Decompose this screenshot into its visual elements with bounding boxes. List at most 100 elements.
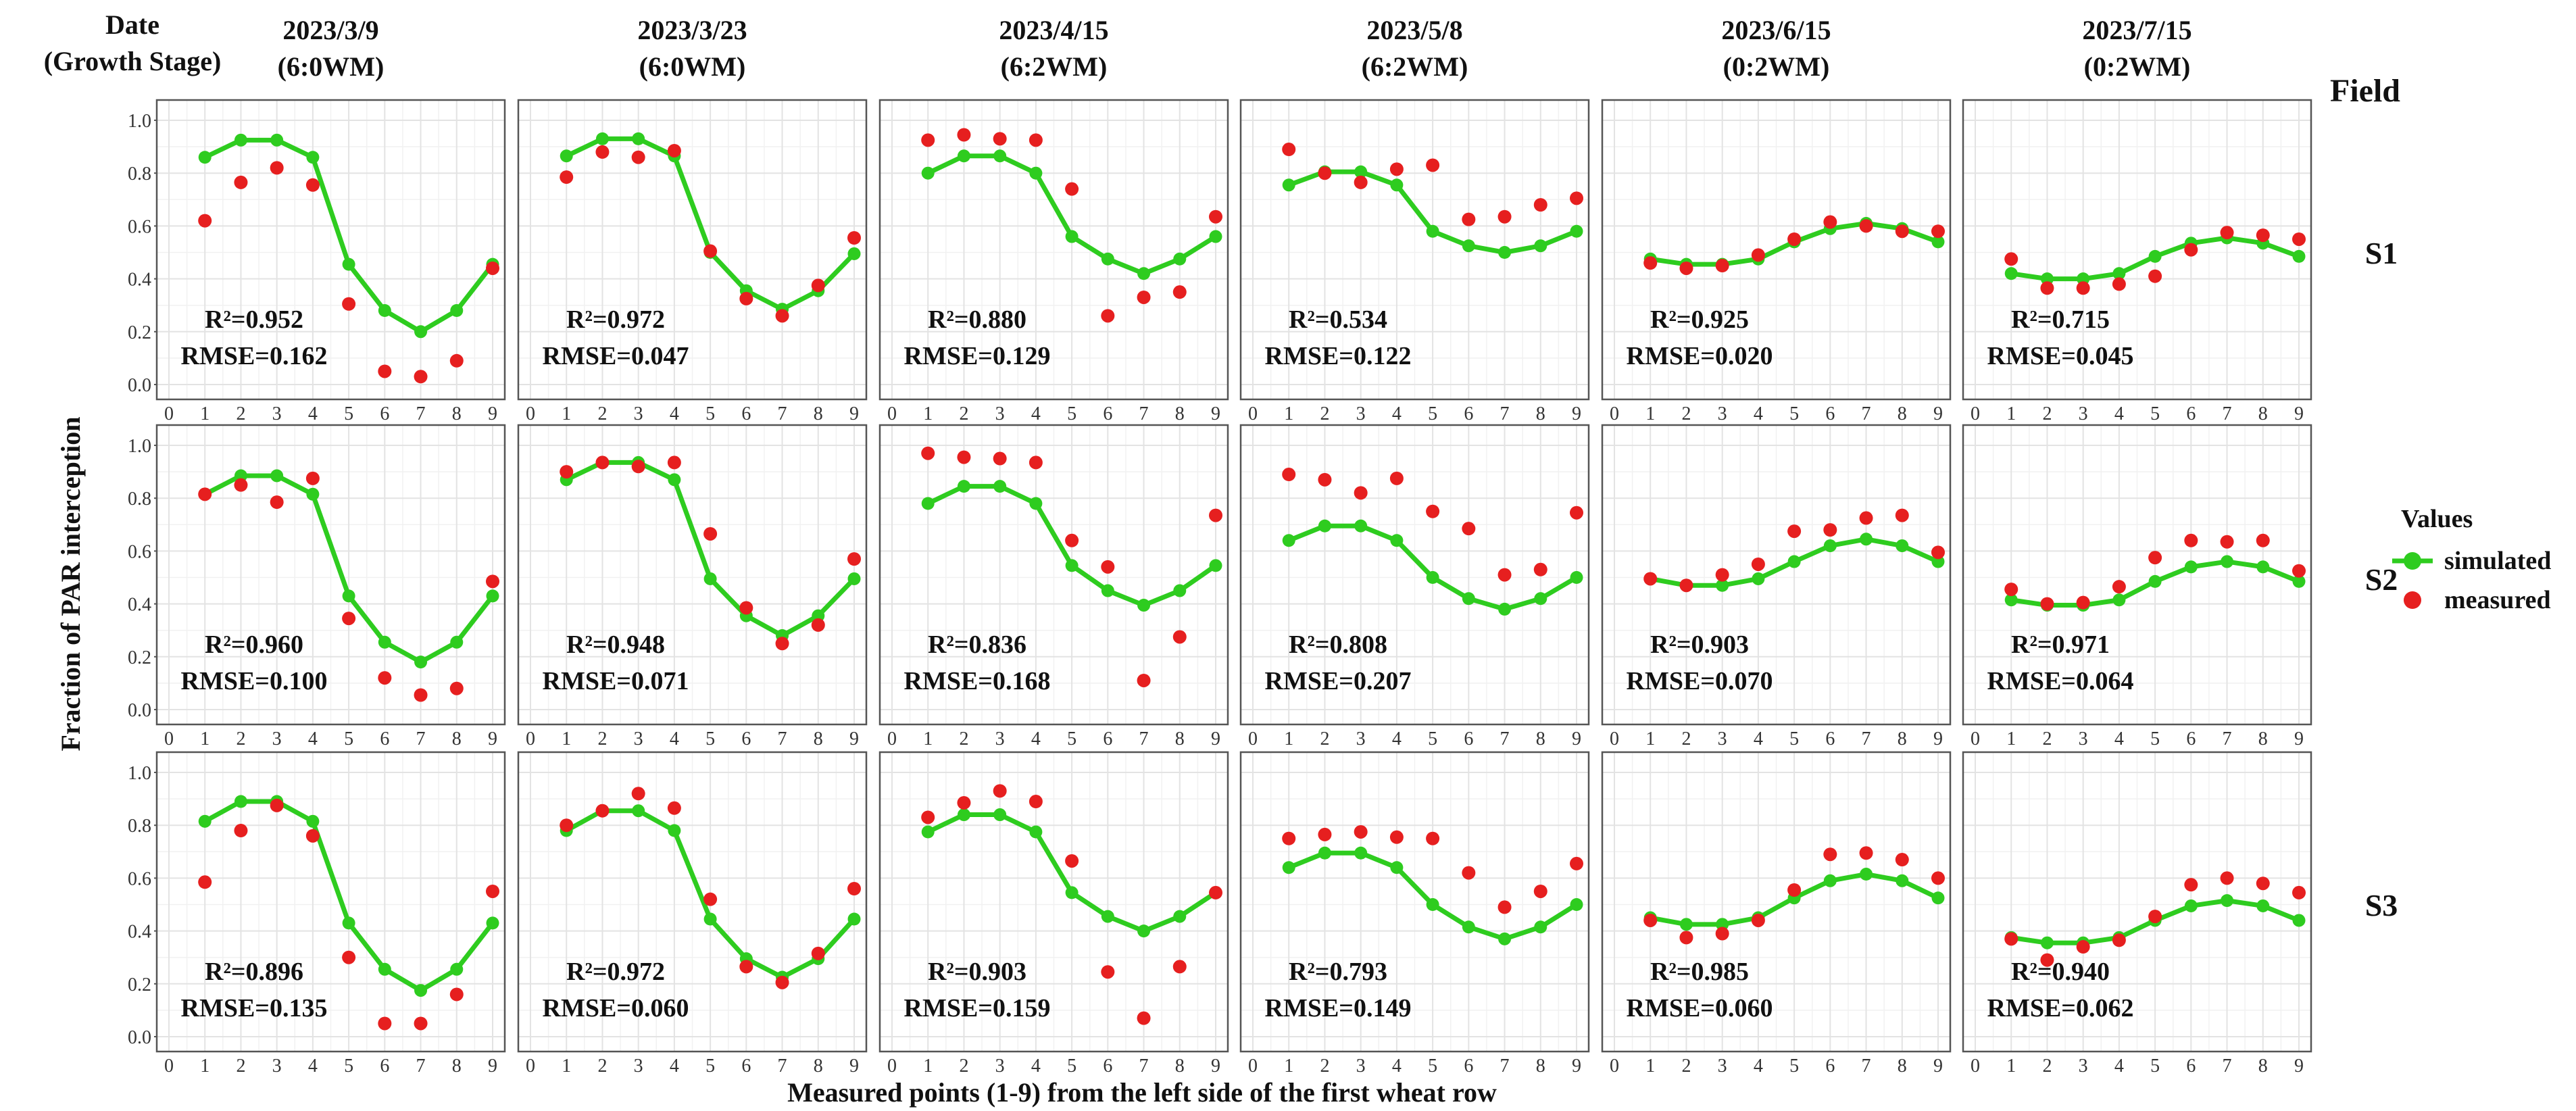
x-tick-label: 4 bbox=[1754, 1056, 1763, 1077]
simulated-point bbox=[1029, 497, 1043, 510]
x-tick-label: 1 bbox=[2006, 729, 2016, 749]
measured-point bbox=[560, 170, 574, 184]
measured-point bbox=[1282, 143, 1296, 157]
measured-point bbox=[1787, 524, 1802, 539]
simulated-point bbox=[2077, 272, 2090, 286]
x-tick-label: 7 bbox=[2223, 1056, 2232, 1077]
measured-point bbox=[1823, 847, 1837, 862]
x-tick-label: 5 bbox=[344, 1056, 353, 1077]
measured-point bbox=[1101, 560, 1115, 574]
measured-point bbox=[1137, 673, 1151, 687]
measured-point bbox=[631, 150, 645, 164]
x-tick-label: 7 bbox=[2223, 729, 2232, 749]
x-tick-label: 2 bbox=[597, 729, 607, 749]
x-tick-label: 3 bbox=[1356, 1056, 1366, 1077]
measured-point bbox=[234, 824, 248, 838]
simulated-point bbox=[847, 572, 861, 585]
simulated-point bbox=[198, 151, 212, 164]
simulated-point bbox=[703, 912, 717, 926]
x-tick-label: 0 bbox=[1971, 1056, 1980, 1077]
x-tick-label: 5 bbox=[1428, 1056, 1437, 1077]
simulated-point bbox=[234, 469, 247, 483]
rmse-annotation: RMSE=0.159 bbox=[904, 994, 1051, 1022]
measured-point bbox=[1823, 215, 1837, 229]
measured-point bbox=[631, 787, 645, 801]
y-tick-label: 0.4 bbox=[128, 595, 151, 616]
simulated-point bbox=[993, 480, 1007, 493]
column-date-label: 2023/6/15 bbox=[1721, 15, 1831, 45]
panel-r3-c4: R²=0.793 RMSE=0.149 bbox=[1239, 751, 1590, 1053]
rmse-annotation: RMSE=0.129 bbox=[904, 342, 1051, 370]
panel-border bbox=[517, 99, 868, 401]
rmse-annotation: RMSE=0.060 bbox=[1627, 994, 1773, 1022]
x-tick-label: 6 bbox=[1464, 729, 1473, 749]
x-tick-label: 9 bbox=[1933, 729, 1943, 749]
legend-simulated-label: simulated bbox=[2444, 547, 2551, 575]
measured-point bbox=[1751, 913, 1765, 927]
simulated-point bbox=[2292, 249, 2306, 263]
measured-point bbox=[234, 478, 248, 492]
x-tick-label: 4 bbox=[1392, 403, 1402, 424]
x-tick-label: 8 bbox=[814, 729, 823, 749]
rmse-annotation: RMSE=0.020 bbox=[1627, 342, 1773, 370]
r2-annotation: R²=0.925 bbox=[1650, 305, 1749, 334]
measured-point bbox=[305, 829, 320, 843]
simulated-point bbox=[198, 814, 212, 828]
measured-point bbox=[1354, 486, 1368, 500]
x-tick-label: 0 bbox=[1248, 403, 1258, 424]
column-date-label: 2023/3/9 bbox=[282, 15, 378, 45]
row-label-s1: S1 bbox=[2365, 236, 2398, 270]
measured-point bbox=[1570, 505, 1583, 520]
simulated-point bbox=[1931, 235, 1945, 249]
simulated-point bbox=[2292, 914, 2306, 927]
panel-r1-c1: R²=0.952 RMSE=0.162 bbox=[155, 99, 506, 401]
measured-point bbox=[2076, 940, 2090, 954]
x-tick-label: 3 bbox=[1718, 729, 1727, 749]
simulated-point bbox=[921, 166, 935, 180]
simulated-point bbox=[1282, 178, 1295, 192]
x-tick-label: 1 bbox=[1645, 729, 1655, 749]
measured-point bbox=[847, 230, 861, 245]
measured-point bbox=[847, 882, 861, 896]
x-tick-label: 4 bbox=[308, 1056, 318, 1077]
measured-point bbox=[1137, 1011, 1151, 1025]
simulated-point bbox=[2292, 574, 2306, 588]
legend-simulated-swatch-point bbox=[2404, 552, 2421, 570]
measured-point bbox=[2256, 533, 2270, 547]
simulated-point bbox=[1101, 252, 1114, 266]
x-tick-label: 7 bbox=[1862, 1056, 1871, 1077]
x-tick-label: 3 bbox=[272, 729, 282, 749]
x-tick-label: 9 bbox=[1933, 403, 1943, 424]
stage-header-label: (Growth Stage) bbox=[44, 46, 222, 76]
simulated-point bbox=[921, 497, 935, 510]
x-tick-label: 4 bbox=[1392, 1056, 1402, 1077]
simulated-point bbox=[306, 814, 320, 828]
x-tick-label: 9 bbox=[488, 1056, 497, 1077]
y-tick-label: 0.0 bbox=[128, 700, 151, 721]
simulated-point bbox=[414, 656, 428, 669]
x-tick-label: 3 bbox=[272, 1056, 282, 1077]
x-tick-label: 6 bbox=[1825, 1056, 1835, 1077]
x-tick-label: 7 bbox=[1139, 729, 1149, 749]
r2-annotation: R²=0.880 bbox=[928, 305, 1026, 334]
simulated-point bbox=[2004, 593, 2018, 607]
simulated-point bbox=[1029, 166, 1043, 180]
measured-point bbox=[739, 960, 753, 974]
measured-point bbox=[2148, 551, 2162, 565]
x-tick-label: 7 bbox=[778, 403, 787, 424]
measured-point bbox=[414, 688, 428, 702]
column-stage-label: (6:2WM) bbox=[1001, 51, 1108, 82]
y-tick-label: 0.2 bbox=[128, 974, 151, 995]
x-tick-label: 9 bbox=[2294, 403, 2304, 424]
y-tick-label: 0.6 bbox=[128, 541, 151, 562]
measured-point bbox=[1462, 866, 1476, 880]
measured-point bbox=[378, 1016, 392, 1031]
simulated-point bbox=[1101, 584, 1114, 597]
x-tick-label: 0 bbox=[164, 729, 174, 749]
x-tick-label: 1 bbox=[923, 729, 933, 749]
simulated-point bbox=[1570, 898, 1583, 911]
simulated-point bbox=[993, 808, 1007, 822]
x-tick-label: 0 bbox=[164, 1056, 174, 1077]
x-tick-label: 6 bbox=[2186, 729, 2196, 749]
x-tick-label: 2 bbox=[1320, 729, 1329, 749]
